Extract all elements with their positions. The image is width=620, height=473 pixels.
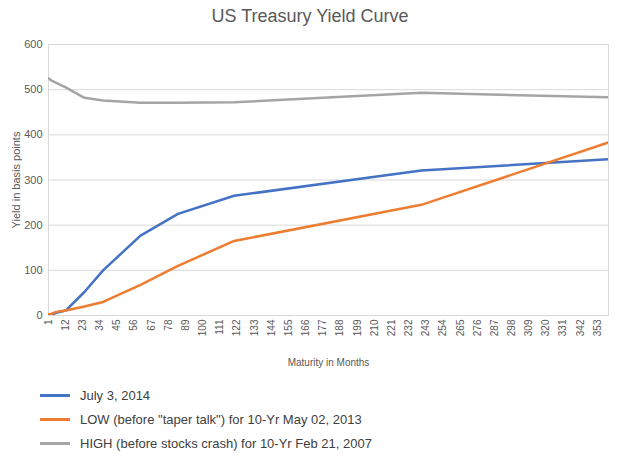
svg-text:45: 45 [111, 319, 122, 331]
svg-text:1: 1 [43, 319, 54, 325]
svg-text:287: 287 [489, 319, 500, 336]
svg-text:100: 100 [197, 319, 208, 336]
svg-text:300: 300 [24, 174, 42, 186]
svg-text:23: 23 [77, 319, 88, 331]
svg-text:12: 12 [60, 319, 71, 331]
svg-text:210: 210 [369, 319, 380, 336]
svg-text:89: 89 [180, 319, 191, 331]
svg-text:111: 111 [214, 319, 225, 335]
svg-text:342: 342 [575, 319, 586, 336]
svg-text:166: 166 [300, 319, 311, 336]
svg-text:320: 320 [540, 319, 551, 336]
svg-text:309: 309 [523, 319, 534, 336]
svg-text:400: 400 [24, 128, 42, 140]
svg-text:500: 500 [24, 83, 42, 95]
svg-text:56: 56 [128, 319, 139, 331]
html-text:July 3, 2014: July 3, 2014 [80, 387, 151, 403]
svg-text:353: 353 [592, 319, 603, 336]
html-text:HIGH (before stocks crash) for: HIGH (before stocks crash) for 10-Yr Feb… [80, 435, 372, 451]
svg-text:177: 177 [317, 319, 328, 336]
svg-text:298: 298 [506, 319, 517, 336]
svg-text:254: 254 [437, 319, 448, 336]
svg-text:200: 200 [24, 219, 42, 231]
svg-text:0: 0 [36, 309, 42, 321]
svg-text:276: 276 [472, 319, 483, 336]
svg-text:144: 144 [266, 319, 277, 336]
svg-text:Yield in basis points: Yield in basis points [10, 131, 22, 228]
svg-text:122: 122 [231, 319, 242, 336]
svg-text:600: 600 [24, 38, 42, 50]
svg-text:265: 265 [455, 319, 466, 336]
svg-text:67: 67 [146, 319, 157, 331]
svg-text:34: 34 [94, 319, 105, 331]
svg-text:232: 232 [403, 319, 414, 336]
svg-text:Maturity in Months: Maturity in Months [288, 357, 370, 368]
html-text:LOW (before "taper talk") for: LOW (before "taper talk") for 10-Yr May … [80, 411, 362, 427]
html-text:US Treasury Yield Curve: US Treasury Yield Curve [211, 6, 409, 26]
svg-text:78: 78 [163, 319, 174, 331]
svg-text:133: 133 [249, 319, 260, 336]
svg-text:188: 188 [334, 319, 345, 336]
svg-text:221: 221 [386, 319, 397, 336]
svg-text:243: 243 [420, 319, 431, 336]
svg-text:331: 331 [557, 319, 568, 336]
svg-text:100: 100 [24, 264, 42, 276]
svg-text:199: 199 [352, 319, 363, 336]
svg-text:155: 155 [283, 319, 294, 336]
